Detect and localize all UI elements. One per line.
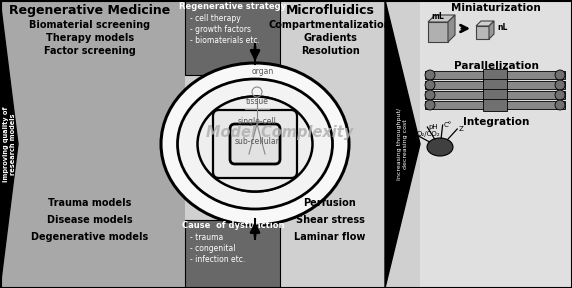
Text: Microfluidics: Microfluidics xyxy=(285,4,375,17)
Text: - congenital: - congenital xyxy=(190,244,236,253)
Ellipse shape xyxy=(197,96,312,192)
Text: Model Complexity: Model Complexity xyxy=(206,124,353,139)
Polygon shape xyxy=(428,15,455,22)
Text: - trauma: - trauma xyxy=(190,233,223,242)
Text: nL: nL xyxy=(497,22,507,31)
Text: Cause  of dysfunction: Cause of dysfunction xyxy=(182,221,284,230)
Bar xyxy=(483,79,507,91)
Bar xyxy=(425,101,565,109)
Text: C°: C° xyxy=(444,122,452,128)
Bar xyxy=(483,69,507,81)
Circle shape xyxy=(425,90,435,100)
Circle shape xyxy=(555,70,565,80)
Bar xyxy=(185,220,280,288)
Polygon shape xyxy=(448,15,455,42)
Text: Laminar flow: Laminar flow xyxy=(295,232,366,242)
Bar xyxy=(185,0,280,75)
Ellipse shape xyxy=(177,79,332,209)
Bar xyxy=(425,81,565,89)
FancyBboxPatch shape xyxy=(230,124,280,164)
Text: - biomaterials etc.: - biomaterials etc. xyxy=(190,36,260,45)
Bar xyxy=(425,71,565,79)
Text: O₂/CO₂: O₂/CO₂ xyxy=(416,131,440,137)
Bar xyxy=(0,0,185,288)
Text: Degenerative models: Degenerative models xyxy=(31,232,149,242)
Ellipse shape xyxy=(181,80,329,208)
Text: Parallelization: Parallelization xyxy=(454,61,538,71)
Ellipse shape xyxy=(165,64,345,224)
Circle shape xyxy=(555,100,565,110)
Text: Compartmentalization: Compartmentalization xyxy=(269,20,391,30)
Bar xyxy=(428,22,448,42)
FancyBboxPatch shape xyxy=(213,110,297,178)
Text: Therapy models: Therapy models xyxy=(46,33,134,43)
Text: Trauma models: Trauma models xyxy=(48,198,132,208)
Ellipse shape xyxy=(200,96,310,192)
Text: pH: pH xyxy=(428,124,438,130)
Text: Z: Z xyxy=(458,126,463,132)
Text: - infection etc.: - infection etc. xyxy=(190,255,245,264)
Text: Integration: Integration xyxy=(463,117,529,127)
Text: Improving quality of
research models: Improving quality of research models xyxy=(3,106,17,182)
Text: Factor screening: Factor screening xyxy=(44,46,136,56)
Polygon shape xyxy=(489,21,494,39)
Bar xyxy=(483,89,507,101)
Text: Resolution: Resolution xyxy=(301,46,359,56)
Ellipse shape xyxy=(234,127,276,161)
Text: Gradients: Gradients xyxy=(303,33,357,43)
Ellipse shape xyxy=(427,138,453,156)
Text: Miniaturization: Miniaturization xyxy=(451,3,541,13)
Text: single-cell: single-cell xyxy=(237,118,276,126)
Ellipse shape xyxy=(161,63,349,225)
Polygon shape xyxy=(0,0,18,288)
Text: Shear stress: Shear stress xyxy=(296,215,364,225)
Bar xyxy=(420,0,572,288)
Text: organ: organ xyxy=(252,67,274,77)
Polygon shape xyxy=(385,0,420,288)
Bar xyxy=(425,91,565,99)
Text: - cell therapy: - cell therapy xyxy=(190,14,241,23)
Text: - growth factors: - growth factors xyxy=(190,25,251,34)
Polygon shape xyxy=(476,21,494,26)
Ellipse shape xyxy=(217,113,292,175)
Text: Regenerative Medicine: Regenerative Medicine xyxy=(9,4,170,17)
Text: Disease models: Disease models xyxy=(47,215,133,225)
Circle shape xyxy=(425,100,435,110)
Text: Biomaterial screening: Biomaterial screening xyxy=(29,20,150,30)
Text: sub-cellular: sub-cellular xyxy=(235,137,280,147)
Circle shape xyxy=(425,80,435,90)
Text: tissue: tissue xyxy=(245,98,268,107)
Bar xyxy=(483,99,507,111)
Circle shape xyxy=(555,80,565,90)
Text: Regenerative strategy: Regenerative strategy xyxy=(180,2,287,11)
Text: Increasing throughput/
decreasing cost: Increasing throughput/ decreasing cost xyxy=(397,108,408,180)
Circle shape xyxy=(425,70,435,80)
Text: Perfusion: Perfusion xyxy=(304,198,356,208)
Bar xyxy=(476,26,489,39)
Text: mL: mL xyxy=(432,12,444,21)
Circle shape xyxy=(555,90,565,100)
